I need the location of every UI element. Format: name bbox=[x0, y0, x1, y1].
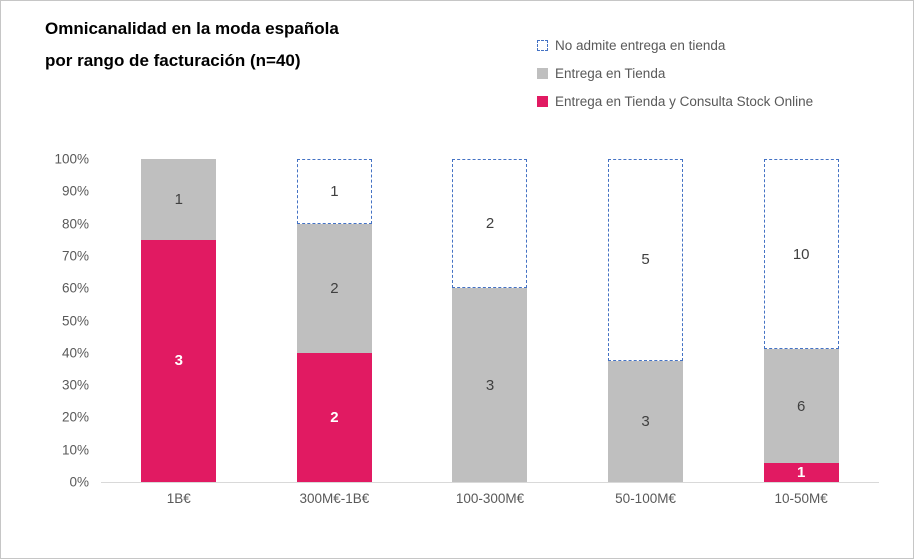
y-axis: 100% 90% 80% 70% 60% 50% 40% 30% 20% 10% 0% bbox=[1, 152, 89, 490]
bar-segment-pink: 2 bbox=[296, 352, 372, 482]
segment-label: 1 bbox=[330, 182, 339, 200]
segment-label: 2 bbox=[485, 215, 495, 233]
y-tick-label: 60% bbox=[61, 280, 89, 296]
legend-label: Entrega en Tienda y Consulta Stock Onlin… bbox=[555, 93, 814, 109]
bar-segment-pink: 3 bbox=[141, 239, 217, 482]
x-category-label: 1B€ bbox=[166, 491, 191, 506]
y-tick-label: 40% bbox=[61, 345, 89, 361]
chart-title: Omnicanalidad en la moda española por ra… bbox=[45, 13, 339, 77]
bar-segment-gray: 3 bbox=[452, 288, 528, 482]
segment-label: 1 bbox=[797, 464, 806, 481]
bar-segment-gray: 1 bbox=[141, 159, 217, 240]
y-tick-label: 10% bbox=[61, 442, 89, 458]
segment-label: 3 bbox=[174, 352, 183, 370]
x-category-label: 300M€-1B€ bbox=[299, 491, 370, 506]
x-category-label: 50-100M€ bbox=[615, 491, 676, 506]
bar-slot: 2 2 1 bbox=[257, 159, 413, 482]
legend-label: No admite entrega en tienda bbox=[555, 37, 726, 53]
stacked-bar-10-50M€: 1 6 10 bbox=[763, 159, 839, 482]
legend: No admite entrega en tienda Entrega en Ti… bbox=[537, 31, 813, 115]
y-tick-label: 20% bbox=[61, 409, 89, 425]
segment-label: 2 bbox=[330, 408, 339, 426]
segment-label: 3 bbox=[485, 376, 495, 394]
stacked-bar-300M€-1B€: 2 2 1 bbox=[296, 159, 372, 482]
bars-container: 3 1 2 2 1 3 2 3 5 1 6 10 bbox=[101, 159, 879, 482]
x-axis-line bbox=[101, 482, 879, 483]
legend-swatch-pink bbox=[537, 95, 548, 107]
segment-label: 2 bbox=[330, 279, 339, 297]
bar-slot: 1 6 10 bbox=[723, 159, 879, 482]
x-axis-labels: 1B€ 300M€-1B€ 100-300M€ 50-100M€ 10-50M€ bbox=[101, 491, 879, 506]
segment-label: 6 bbox=[797, 397, 806, 415]
chart-title-line2: por rango de facturación (n=40) bbox=[45, 51, 301, 70]
bar-segment-pink: 1 bbox=[763, 463, 839, 482]
bar-segment-dashed: 1 bbox=[296, 159, 372, 224]
segment-label: 1 bbox=[174, 190, 183, 208]
legend-swatch-dashed bbox=[537, 39, 548, 51]
segment-label: 5 bbox=[641, 251, 650, 269]
legend-item: Entrega en Tienda bbox=[537, 59, 813, 87]
y-tick-label: 50% bbox=[61, 313, 89, 328]
legend-label: Entrega en Tienda bbox=[555, 65, 666, 81]
segment-label: 10 bbox=[792, 245, 810, 263]
segment-label: 3 bbox=[641, 412, 650, 430]
bar-segment-dashed: 10 bbox=[763, 159, 839, 349]
y-tick-label: 90% bbox=[61, 183, 89, 199]
bar-segment-gray: 2 bbox=[296, 223, 372, 353]
chart-title-line1: Omnicanalidad en la moda española bbox=[45, 19, 339, 38]
bar-segment-gray: 3 bbox=[608, 360, 684, 482]
plot-area: 3 1 2 2 1 3 2 3 5 1 6 10 bbox=[101, 159, 879, 483]
bar-segment-dashed: 5 bbox=[608, 159, 684, 361]
legend-item: No admite entrega en tienda bbox=[537, 31, 813, 59]
y-tick-label: 100% bbox=[54, 151, 89, 167]
y-tick-label: 80% bbox=[61, 216, 89, 232]
y-tick-label: 70% bbox=[61, 248, 89, 264]
x-category-label: 100-300M€ bbox=[455, 491, 525, 506]
x-category-label: 10-50M€ bbox=[774, 491, 828, 506]
bar-segment-gray: 6 bbox=[763, 349, 839, 463]
legend-swatch-gray bbox=[537, 67, 548, 79]
legend-item: Entrega en Tienda y Consulta Stock Onlin… bbox=[537, 87, 813, 115]
y-tick-label: 30% bbox=[61, 377, 89, 393]
y-tick-label: 0% bbox=[69, 474, 89, 490]
bar-segment-dashed: 2 bbox=[452, 159, 528, 289]
